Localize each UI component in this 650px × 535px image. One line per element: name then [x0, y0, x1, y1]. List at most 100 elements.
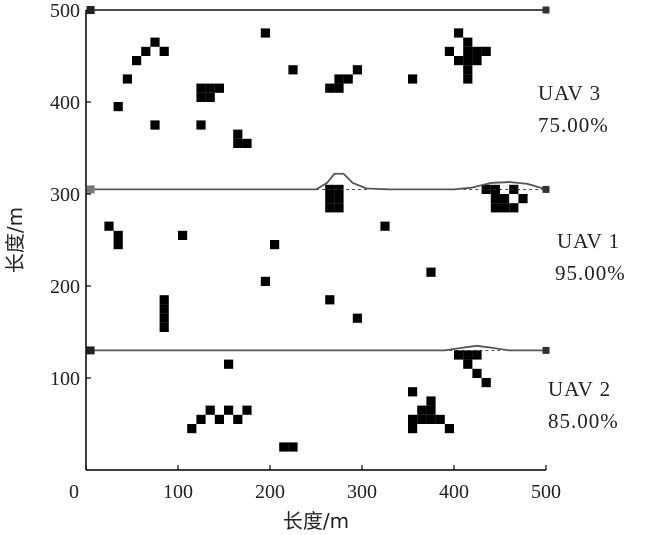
- obstacle-cell: [352, 313, 362, 323]
- uav-path-line: [90, 172, 547, 191]
- x-tick-label: 0: [69, 481, 79, 503]
- axes: [85, 9, 547, 471]
- obstacle-cell: [472, 350, 482, 360]
- uav-3-label: UAV 3: [538, 81, 601, 105]
- obstacle-cell: [417, 414, 427, 424]
- uav-path-layer: [86, 6, 550, 355]
- y-tick-label: 500: [50, 0, 80, 22]
- x-tick-label: 100: [163, 481, 193, 503]
- x-tick-label: 200: [255, 481, 285, 503]
- y-tick-label: 100: [50, 368, 80, 390]
- obstacle-cell: [426, 414, 436, 424]
- obstacle-cell: [500, 194, 510, 204]
- obstacle-cell: [463, 74, 473, 84]
- obstacle-cell: [214, 414, 224, 424]
- obstacle-cell: [352, 65, 362, 75]
- obstacle-cell: [490, 203, 500, 213]
- obstacle-cell: [454, 350, 464, 360]
- obstacle-cell: [233, 414, 243, 424]
- uav-2-legend: UAV 2 85.00%: [548, 377, 619, 433]
- obstacle-cell: [233, 129, 243, 139]
- obstacle-cell: [472, 56, 482, 66]
- obstacle-layer: [104, 28, 528, 452]
- obstacle-cell: [196, 120, 206, 130]
- uav-end-marker: [542, 6, 550, 14]
- obstacle-cell: [518, 194, 528, 204]
- uav-start-marker: [86, 6, 95, 14]
- obstacle-cell: [417, 405, 427, 415]
- obstacle-cell: [481, 46, 491, 56]
- obstacle-cell: [288, 65, 298, 75]
- obstacle-cell: [463, 56, 473, 66]
- obstacle-cell: [435, 414, 445, 424]
- y-tick-label: 300: [50, 184, 80, 206]
- obstacle-cell: [141, 46, 151, 56]
- obstacle-cell: [334, 203, 344, 213]
- obstacle-cell: [481, 184, 491, 194]
- obstacle-cell: [214, 83, 224, 93]
- obstacle-cell: [224, 405, 234, 415]
- obstacle-cell: [408, 424, 418, 434]
- y-tick-label: 400: [50, 92, 80, 114]
- uav-start-marker: [86, 346, 95, 355]
- obstacle-cell: [113, 230, 123, 240]
- obstacle-cell: [187, 424, 197, 434]
- obstacle-cell: [408, 414, 418, 424]
- obstacle-cell: [205, 92, 215, 102]
- obstacle-cell: [288, 442, 298, 452]
- obstacle-cell: [509, 203, 519, 213]
- uav-1-legend: UAV 1 95.00%: [555, 229, 626, 285]
- obstacle-cell: [270, 240, 280, 250]
- obstacle-cell: [325, 194, 335, 204]
- obstacle-cell: [132, 56, 142, 66]
- obstacle-cell: [490, 194, 500, 204]
- obstacle-cell: [463, 37, 473, 47]
- y-tick-label: 200: [50, 276, 80, 298]
- uav-3-legend: UAV 3 75.00%: [538, 81, 609, 137]
- reference-line-layer: [316, 188, 546, 351]
- x-tick-label: 400: [439, 481, 469, 503]
- obstacle-cell: [334, 74, 344, 84]
- obstacle-cell: [481, 378, 491, 388]
- obstacle-cell: [178, 230, 188, 240]
- uav-2-coverage: 85.00%: [548, 409, 619, 433]
- obstacle-cell: [205, 83, 215, 93]
- obstacle-cell: [454, 56, 464, 66]
- x-axis-title: 长度/m: [283, 509, 349, 533]
- obstacle-cell: [343, 74, 353, 84]
- obstacle-cell: [159, 295, 169, 305]
- uav-2-label: UAV 2: [548, 377, 611, 401]
- obstacle-cell: [159, 313, 169, 323]
- obstacle-cell: [463, 65, 473, 75]
- obstacle-cell: [380, 221, 390, 231]
- obstacle-cell: [150, 120, 160, 130]
- obstacle-cell: [260, 276, 270, 286]
- y-axis-title: 长度/m: [3, 207, 27, 273]
- obstacle-cell: [325, 295, 335, 305]
- obstacle-cell: [325, 83, 335, 93]
- obstacle-cell: [334, 184, 344, 194]
- obstacle-cell: [104, 221, 114, 231]
- obstacle-cell: [444, 424, 454, 434]
- obstacle-cell: [463, 46, 473, 56]
- obstacle-cell: [242, 405, 252, 415]
- obstacle-cell: [500, 203, 510, 213]
- uav-3-coverage: 75.00%: [538, 113, 609, 137]
- obstacle-cell: [463, 359, 473, 369]
- obstacle-cell: [472, 368, 482, 378]
- obstacle-cell: [159, 322, 169, 332]
- uav-end-marker: [542, 185, 550, 193]
- uav-path-line: [90, 344, 546, 352]
- uav-1-label: UAV 1: [557, 229, 620, 253]
- obstacle-cell: [426, 267, 436, 277]
- obstacle-cell: [150, 37, 160, 47]
- x-tick-label: 300: [347, 481, 377, 503]
- obstacle-cell: [334, 83, 344, 93]
- obstacle-cell: [159, 304, 169, 314]
- obstacle-cell: [426, 405, 436, 415]
- obstacle-cell: [159, 46, 169, 56]
- obstacle-cell: [196, 92, 206, 102]
- obstacle-cell: [444, 46, 454, 56]
- uav-1-coverage: 95.00%: [555, 261, 626, 285]
